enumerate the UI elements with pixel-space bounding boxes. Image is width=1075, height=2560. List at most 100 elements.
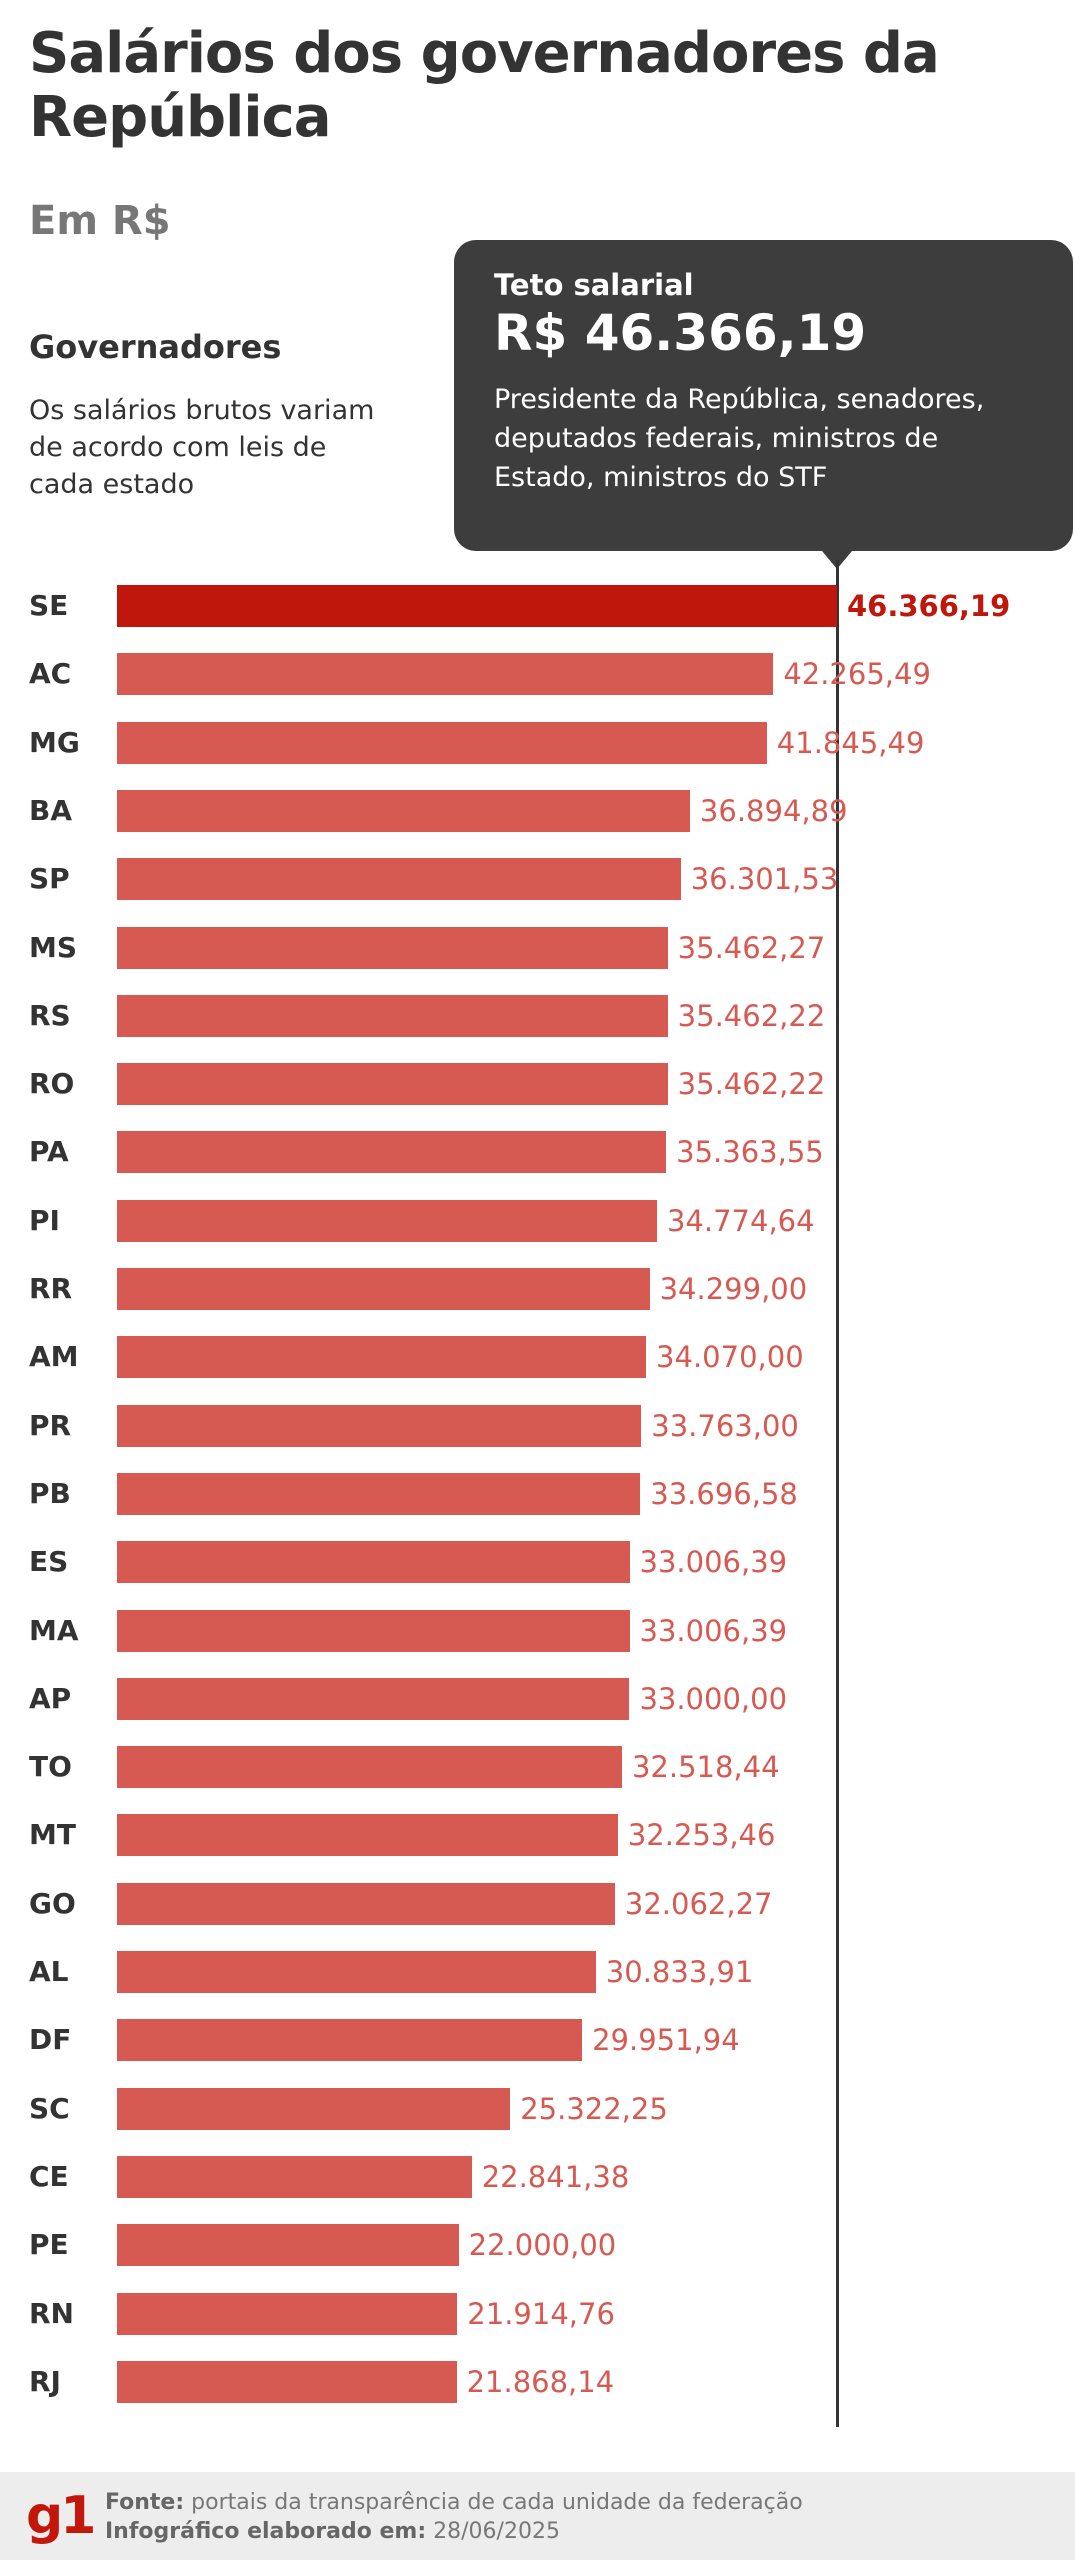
bar-row-to: TO 32.518,44: [0, 1746, 1075, 1789]
value-label: 22.841,38: [481, 2159, 630, 2194]
category-label: GO: [29, 1886, 76, 1920]
callout-value: R$ 46.366,19: [494, 304, 867, 362]
bar: [117, 2155, 472, 2198]
bar: [117, 2292, 458, 2335]
value-label: 34.070,00: [656, 1340, 804, 1375]
category-label: DF: [29, 2023, 72, 2057]
source-text: portais da transparência de cada unidade…: [191, 2490, 803, 2515]
callout-label: Teto salarial: [494, 268, 694, 302]
bar-row-mg: MG 41.845,49: [0, 721, 1075, 764]
bar-row-ap: AP 33.000,00: [0, 1677, 1075, 1720]
date-label: Infográfico elaborado em:: [105, 2519, 427, 2544]
value-label: 32.518,44: [631, 1750, 780, 1785]
g1-logo: g1: [26, 2486, 96, 2546]
bar: [117, 1063, 668, 1106]
value-label: 34.299,00: [659, 1272, 808, 1306]
value-label: 46.366,19: [847, 589, 1011, 623]
category-label: AM: [29, 1340, 79, 1374]
value-label: 33.763,00: [651, 1408, 799, 1443]
bar-row-al: AL 30.833,91: [0, 1951, 1075, 1993]
bar-row-ce: CE 22.841,38: [0, 2155, 1075, 2198]
bar: [117, 789, 690, 832]
value-label: 32.062,27: [624, 1886, 773, 1921]
category-label: AL: [29, 1955, 69, 1988]
value-label: 42.265,49: [783, 657, 931, 692]
bar: [117, 2360, 457, 2403]
value-label: 33.006,39: [639, 1613, 788, 1648]
bar: [117, 1882, 615, 1925]
value-label: 33.696,58: [650, 1476, 798, 1511]
category-label: RO: [29, 1067, 75, 1101]
bar: [117, 926, 668, 969]
legend-description: Os salários brutos variam de acordo com …: [29, 395, 375, 500]
category-label: SE: [29, 589, 69, 622]
category-label: PE: [29, 2228, 69, 2262]
category-label: BA: [29, 793, 73, 827]
bar-row-ms: MS 35.462,27: [0, 926, 1075, 969]
bar: [117, 1814, 618, 1857]
value-label: 35.462,22: [677, 998, 826, 1033]
bar: [117, 994, 668, 1037]
category-label: RN: [29, 2296, 74, 2330]
bar-row-mt: MT 32.253,46: [0, 1814, 1075, 1857]
source-label: Fonte:: [105, 2490, 185, 2515]
value-label: 33.006,39: [639, 1545, 788, 1580]
bar: [117, 1746, 622, 1789]
source-note: Fonte: portais da transparência de cada …: [105, 2488, 803, 2546]
value-label: 21.868,14: [466, 2364, 615, 2399]
bar-row-pa: PA 35.363,55: [0, 1131, 1075, 1174]
page-subtitle: Em R$: [29, 198, 171, 244]
category-label: ES: [29, 1545, 69, 1579]
value-label: 32.253,46: [627, 1818, 776, 1853]
category-label: PI: [29, 1203, 60, 1237]
bar-row-rn: RN 21.914,76: [0, 2292, 1075, 2335]
category-label: SP: [29, 862, 70, 896]
category-label: RS: [29, 998, 71, 1032]
salary-cap-callout: Teto salarial R$ 46.366,19 Presidente da…: [454, 240, 1073, 569]
legend-title: Governadores: [29, 328, 282, 366]
value-label: 34.774,64: [666, 1203, 815, 1238]
category-label: MT: [29, 1818, 76, 1852]
bar-row-ro: RO 35.462,22: [0, 1063, 1075, 1106]
category-label: CE: [29, 2159, 69, 2193]
bar: [117, 585, 837, 627]
bar-row-sc: SC 25.322,25: [0, 2087, 1075, 2130]
value-label: 41.845,49: [776, 725, 925, 760]
bar: [117, 1951, 596, 1993]
bar-row-am: AM 34.070,00: [0, 1336, 1075, 1379]
bar: [117, 1472, 641, 1515]
bar-row-rj: RJ 21.868,14: [0, 2360, 1075, 2403]
bar-row-pe: PE 22.000,00: [0, 2224, 1075, 2267]
bar: [117, 1541, 630, 1584]
callout-description: Presidente da República, senadores, depu…: [494, 384, 985, 493]
bar: [117, 1336, 647, 1379]
value-label: 22.000,00: [468, 2228, 617, 2263]
bar: [117, 1131, 667, 1174]
bar: [117, 1677, 630, 1720]
value-label: 33.000,00: [639, 1681, 788, 1716]
bar: [117, 1199, 657, 1242]
category-label: AP: [29, 1681, 72, 1715]
salary-cap-line: [836, 560, 839, 2427]
footer: g1 Fonte: portais da transparência de ca…: [0, 2472, 1075, 2560]
bar-row-rr: RR 34.299,00: [0, 1268, 1075, 1310]
bar-row-se: SE 46.366,19: [0, 585, 1075, 627]
value-label: 36.894,89: [699, 793, 848, 828]
category-label: RJ: [29, 2364, 61, 2398]
bar-row-ac: AC 42.265,49: [0, 653, 1075, 696]
value-label: 21.914,76: [467, 2296, 615, 2331]
bar-row-es: ES 33.006,39: [0, 1541, 1075, 1584]
bar-row-rs: RS 35.462,22: [0, 994, 1075, 1037]
bar: [117, 721, 767, 764]
bar-row-ba: BA 36.894,89: [0, 789, 1075, 832]
bar-row-df: DF 29.951,94: [0, 2019, 1075, 2062]
bar-row-ma: MA 33.006,39: [0, 1609, 1075, 1652]
bar-row-pb: PB 33.696,58: [0, 1472, 1075, 1515]
bar: [117, 858, 681, 901]
value-label: 29.951,94: [592, 2023, 740, 2058]
value-label: 35.462,27: [677, 930, 826, 965]
bar-row-pi: PI 34.774,64: [0, 1199, 1075, 1242]
category-label: RR: [29, 1272, 73, 1305]
category-label: MS: [29, 930, 78, 964]
category-label: MG: [29, 725, 80, 759]
